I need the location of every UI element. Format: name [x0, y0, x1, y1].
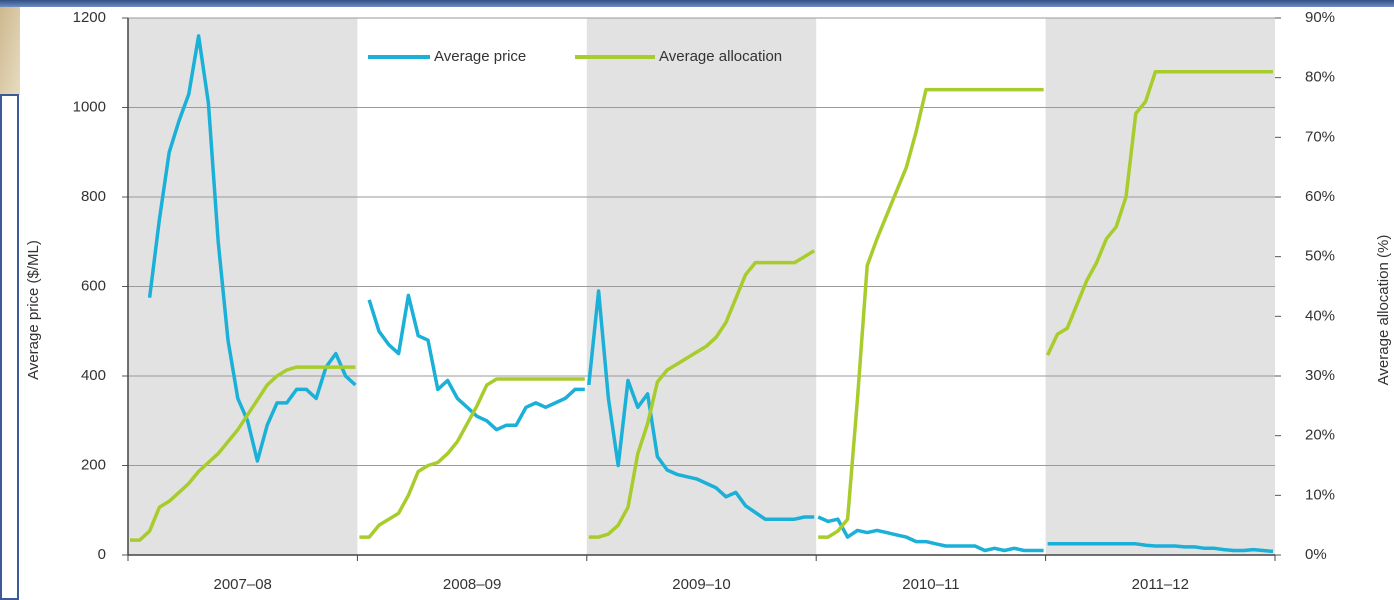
y2-tick-label: 90% — [1305, 9, 1335, 26]
plot-area: 0 200 400 600 800 1000 1200 0% 10% 20% 30% 40% 50% 60… — [73, 9, 1335, 593]
x-tick-label: 2008–09 — [443, 576, 501, 593]
y-tick-label: 1000 — [73, 98, 106, 115]
x-tick-label: 2009–10 — [672, 576, 730, 593]
series-line — [367, 293, 585, 432]
y-tick-label: 200 — [81, 456, 106, 473]
y2-tick-label: 20% — [1305, 427, 1335, 444]
y2-tick-label: 40% — [1305, 307, 1335, 324]
y2-axis-label: Average allocation (%) — [1375, 235, 1392, 386]
series-line — [1047, 542, 1274, 554]
y2-tick-label: 50% — [1305, 248, 1335, 265]
y-tick-label: 1200 — [73, 9, 106, 26]
series-line — [817, 515, 1044, 553]
y-axis-label: Average price ($/ML) — [25, 240, 42, 380]
frame-texture — [0, 7, 20, 95]
y2-tick-label: 70% — [1305, 128, 1335, 145]
series-line — [130, 365, 356, 542]
legend-label: Average allocation — [659, 48, 782, 65]
series-line — [587, 289, 815, 521]
y-tick-label: 600 — [81, 277, 106, 294]
x-tick-label: 2010–11 — [902, 576, 959, 593]
y2-tick-label: 10% — [1305, 486, 1335, 503]
x-tick-label: 2007–08 — [213, 576, 271, 593]
series-line — [1046, 69, 1273, 356]
y2-tick-label: 80% — [1305, 69, 1335, 86]
y-tick-label: 800 — [81, 188, 106, 205]
series-line — [147, 34, 357, 463]
y2-tick-label: 30% — [1305, 367, 1335, 384]
y-tick-label: 0 — [98, 546, 106, 563]
x-tick-label: 2011–12 — [1132, 576, 1189, 593]
y2-tick-label: 60% — [1305, 188, 1335, 205]
frame-top — [0, 0, 1394, 7]
series-line — [818, 87, 1044, 539]
y2-tick-label: 0% — [1305, 546, 1327, 563]
series-line — [588, 249, 816, 539]
series-line — [359, 377, 585, 539]
legend-label: Average price — [434, 48, 526, 65]
y-tick-label: 400 — [81, 367, 106, 384]
frame-box — [0, 94, 19, 600]
